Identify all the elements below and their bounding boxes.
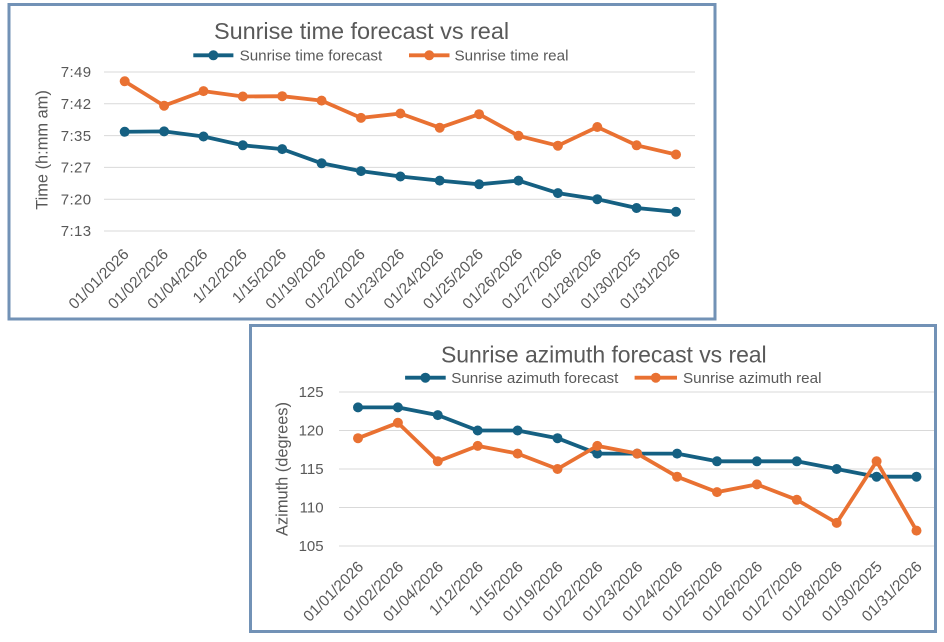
svg-text:Sunrise time forecast: Sunrise time forecast <box>240 48 383 65</box>
svg-text:115: 115 <box>300 461 324 478</box>
svg-text:Azimuth (degrees): Azimuth (degrees) <box>274 402 292 536</box>
svg-text:7:27: 7:27 <box>61 160 92 177</box>
svg-text:Sunrise azimuth forecast vs re: Sunrise azimuth forecast vs real <box>441 342 767 368</box>
svg-text:Sunrise azimuth forecast: Sunrise azimuth forecast <box>451 370 619 387</box>
svg-text:110: 110 <box>300 500 324 517</box>
svg-text:Time (h:mm am): Time (h:mm am) <box>34 90 52 210</box>
svg-text:7:35: 7:35 <box>61 128 92 145</box>
svg-text:125: 125 <box>299 384 324 401</box>
svg-text:7:20: 7:20 <box>61 191 92 208</box>
svg-text:105: 105 <box>299 538 324 555</box>
svg-text:Sunrise time real: Sunrise time real <box>455 48 569 65</box>
svg-text:120: 120 <box>299 423 324 440</box>
svg-text:7:42: 7:42 <box>61 96 92 113</box>
svg-text:Sunrise time forecast vs real: Sunrise time forecast vs real <box>214 18 509 44</box>
svg-text:7:13: 7:13 <box>61 223 92 240</box>
svg-text:Sunrise azimuth real: Sunrise azimuth real <box>683 370 821 387</box>
svg-text:7:49: 7:49 <box>61 64 92 81</box>
